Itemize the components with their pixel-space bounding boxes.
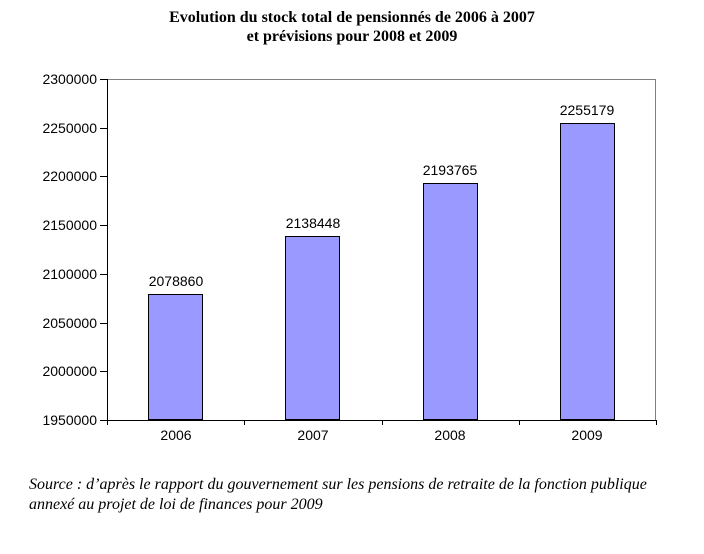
y-tick-label: 2150000	[42, 217, 97, 233]
y-tick-mark	[100, 128, 107, 129]
bar-value-label-2006: 2078860	[148, 273, 204, 289]
y-tick-label: 2100000	[42, 266, 97, 282]
source-note-line2: annexé au projet de loi de finances pour…	[29, 495, 323, 513]
bar-chart: 1950000 2000000 2050000 2100000 2150000 22000…	[42, 71, 657, 443]
y-tick-mark	[100, 274, 107, 275]
source-note-line1: Source : d’après le rapport du gouvernem…	[29, 476, 647, 493]
x-tick-mark	[244, 420, 245, 425]
y-tick-label: 2050000	[42, 315, 97, 331]
y-tick-label: 2200000	[42, 168, 97, 184]
plot-area	[107, 79, 656, 420]
bar-2006	[148, 294, 203, 420]
y-tick-mark	[100, 176, 107, 177]
x-tick-mark	[656, 420, 657, 425]
y-tick-mark	[100, 225, 107, 226]
chart-title-line2: et prévisions pour 2008 et 2009	[246, 28, 458, 45]
y-tick-label: 2300000	[42, 71, 97, 87]
bar-2009	[560, 123, 615, 420]
y-axis-line	[107, 79, 108, 421]
bar-value-label-2008: 2193765	[422, 162, 478, 178]
y-tick-mark	[100, 420, 107, 421]
y-tick-mark	[100, 371, 107, 372]
x-category-label-2009: 2009	[571, 427, 603, 443]
x-category-label-2007: 2007	[297, 427, 329, 443]
bar-2008	[423, 183, 478, 420]
y-tick-mark	[100, 79, 107, 80]
x-tick-mark	[382, 420, 383, 425]
x-axis-line	[107, 420, 657, 421]
x-category-label-2006: 2006	[160, 427, 192, 443]
y-tick-label: 1950000	[42, 412, 97, 428]
chart-title: Evolution du stock total de pensionnés d…	[0, 8, 704, 46]
y-tick-label: 2250000	[42, 120, 97, 136]
x-tick-mark	[519, 420, 520, 425]
bar-value-label-2007: 2138448	[285, 215, 341, 231]
bar-value-label-2009: 2255179	[559, 102, 615, 118]
y-tick-mark	[100, 323, 107, 324]
bar-2007	[285, 236, 340, 420]
x-category-label-2008: 2008	[434, 427, 466, 443]
source-note: Source : d’après le rapport du gouvernem…	[29, 475, 689, 514]
y-tick-label: 2000000	[42, 363, 97, 379]
chart-title-line1: Evolution du stock total de pensionnés d…	[169, 9, 535, 26]
x-tick-mark	[107, 420, 108, 425]
